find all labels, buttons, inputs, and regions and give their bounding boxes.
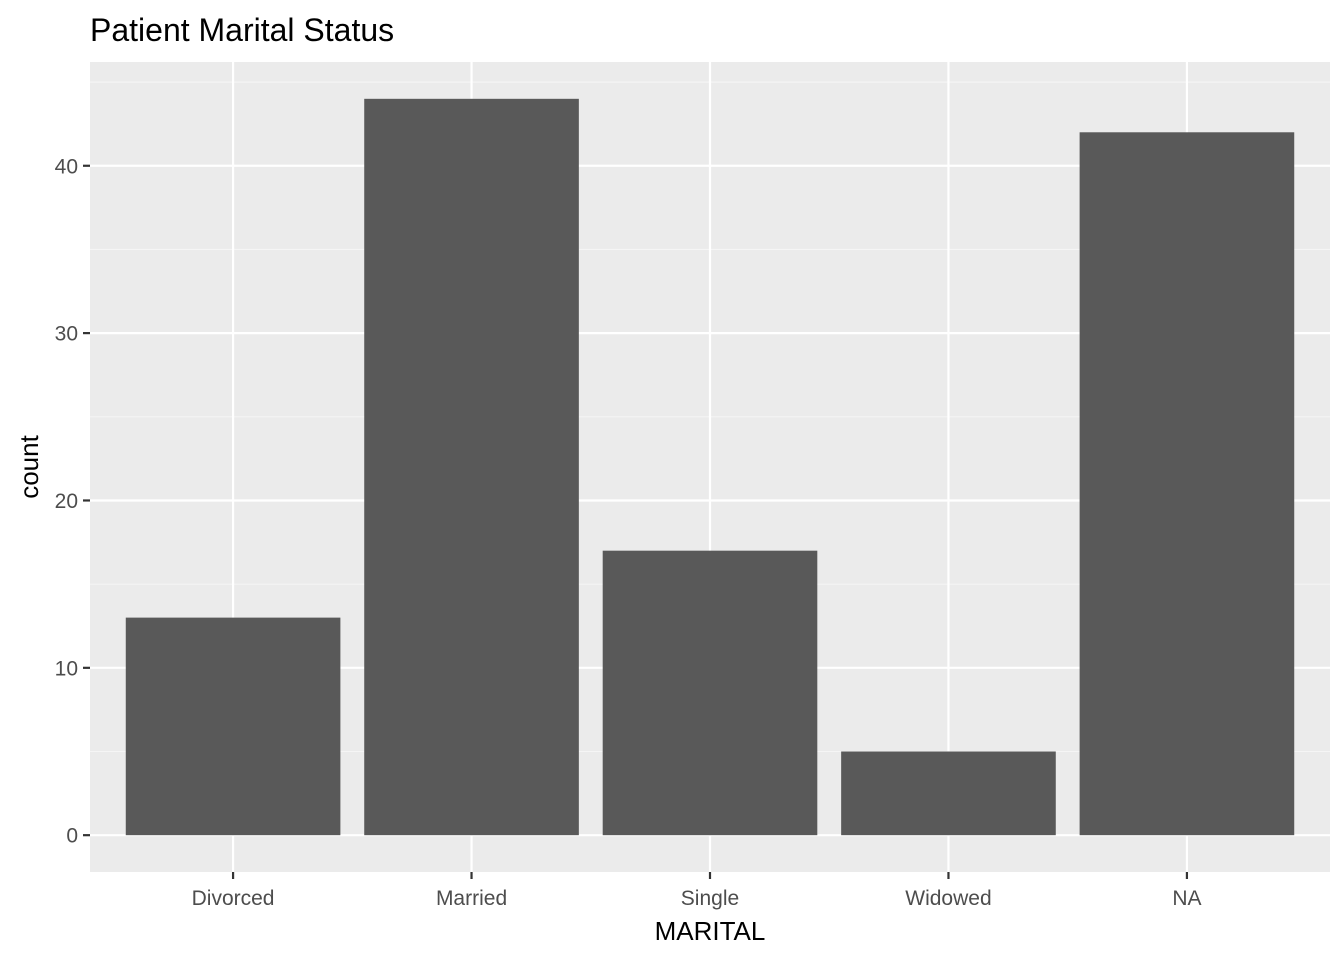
x-tick-label: Single	[681, 887, 739, 910]
bar-divorced	[125, 617, 341, 836]
x-tick-label: Widowed	[905, 887, 991, 910]
y-tick-label: 40	[55, 155, 78, 178]
x-tick-label: Married	[436, 887, 507, 910]
y-tick-label: 0	[66, 825, 78, 848]
x-axis-ticks: Divorced Married Single Widowed NA	[192, 872, 1202, 910]
y-tick-label: 30	[55, 323, 78, 346]
bar-widowed	[841, 751, 1056, 836]
bar-single	[602, 550, 818, 836]
y-axis-ticks: 0 10 20 30 40	[55, 155, 90, 848]
x-tick-label: Divorced	[192, 887, 275, 910]
y-axis-title: count	[14, 434, 44, 498]
x-tick-label: NA	[1172, 887, 1201, 910]
y-tick-label: 20	[55, 490, 78, 513]
chart-title: Patient Marital Status	[90, 12, 394, 48]
bar-na	[1079, 132, 1295, 836]
y-tick-label: 10	[55, 657, 78, 680]
x-axis-title: MARITAL	[655, 916, 766, 946]
bars	[125, 98, 1295, 836]
bar-married	[364, 98, 579, 836]
